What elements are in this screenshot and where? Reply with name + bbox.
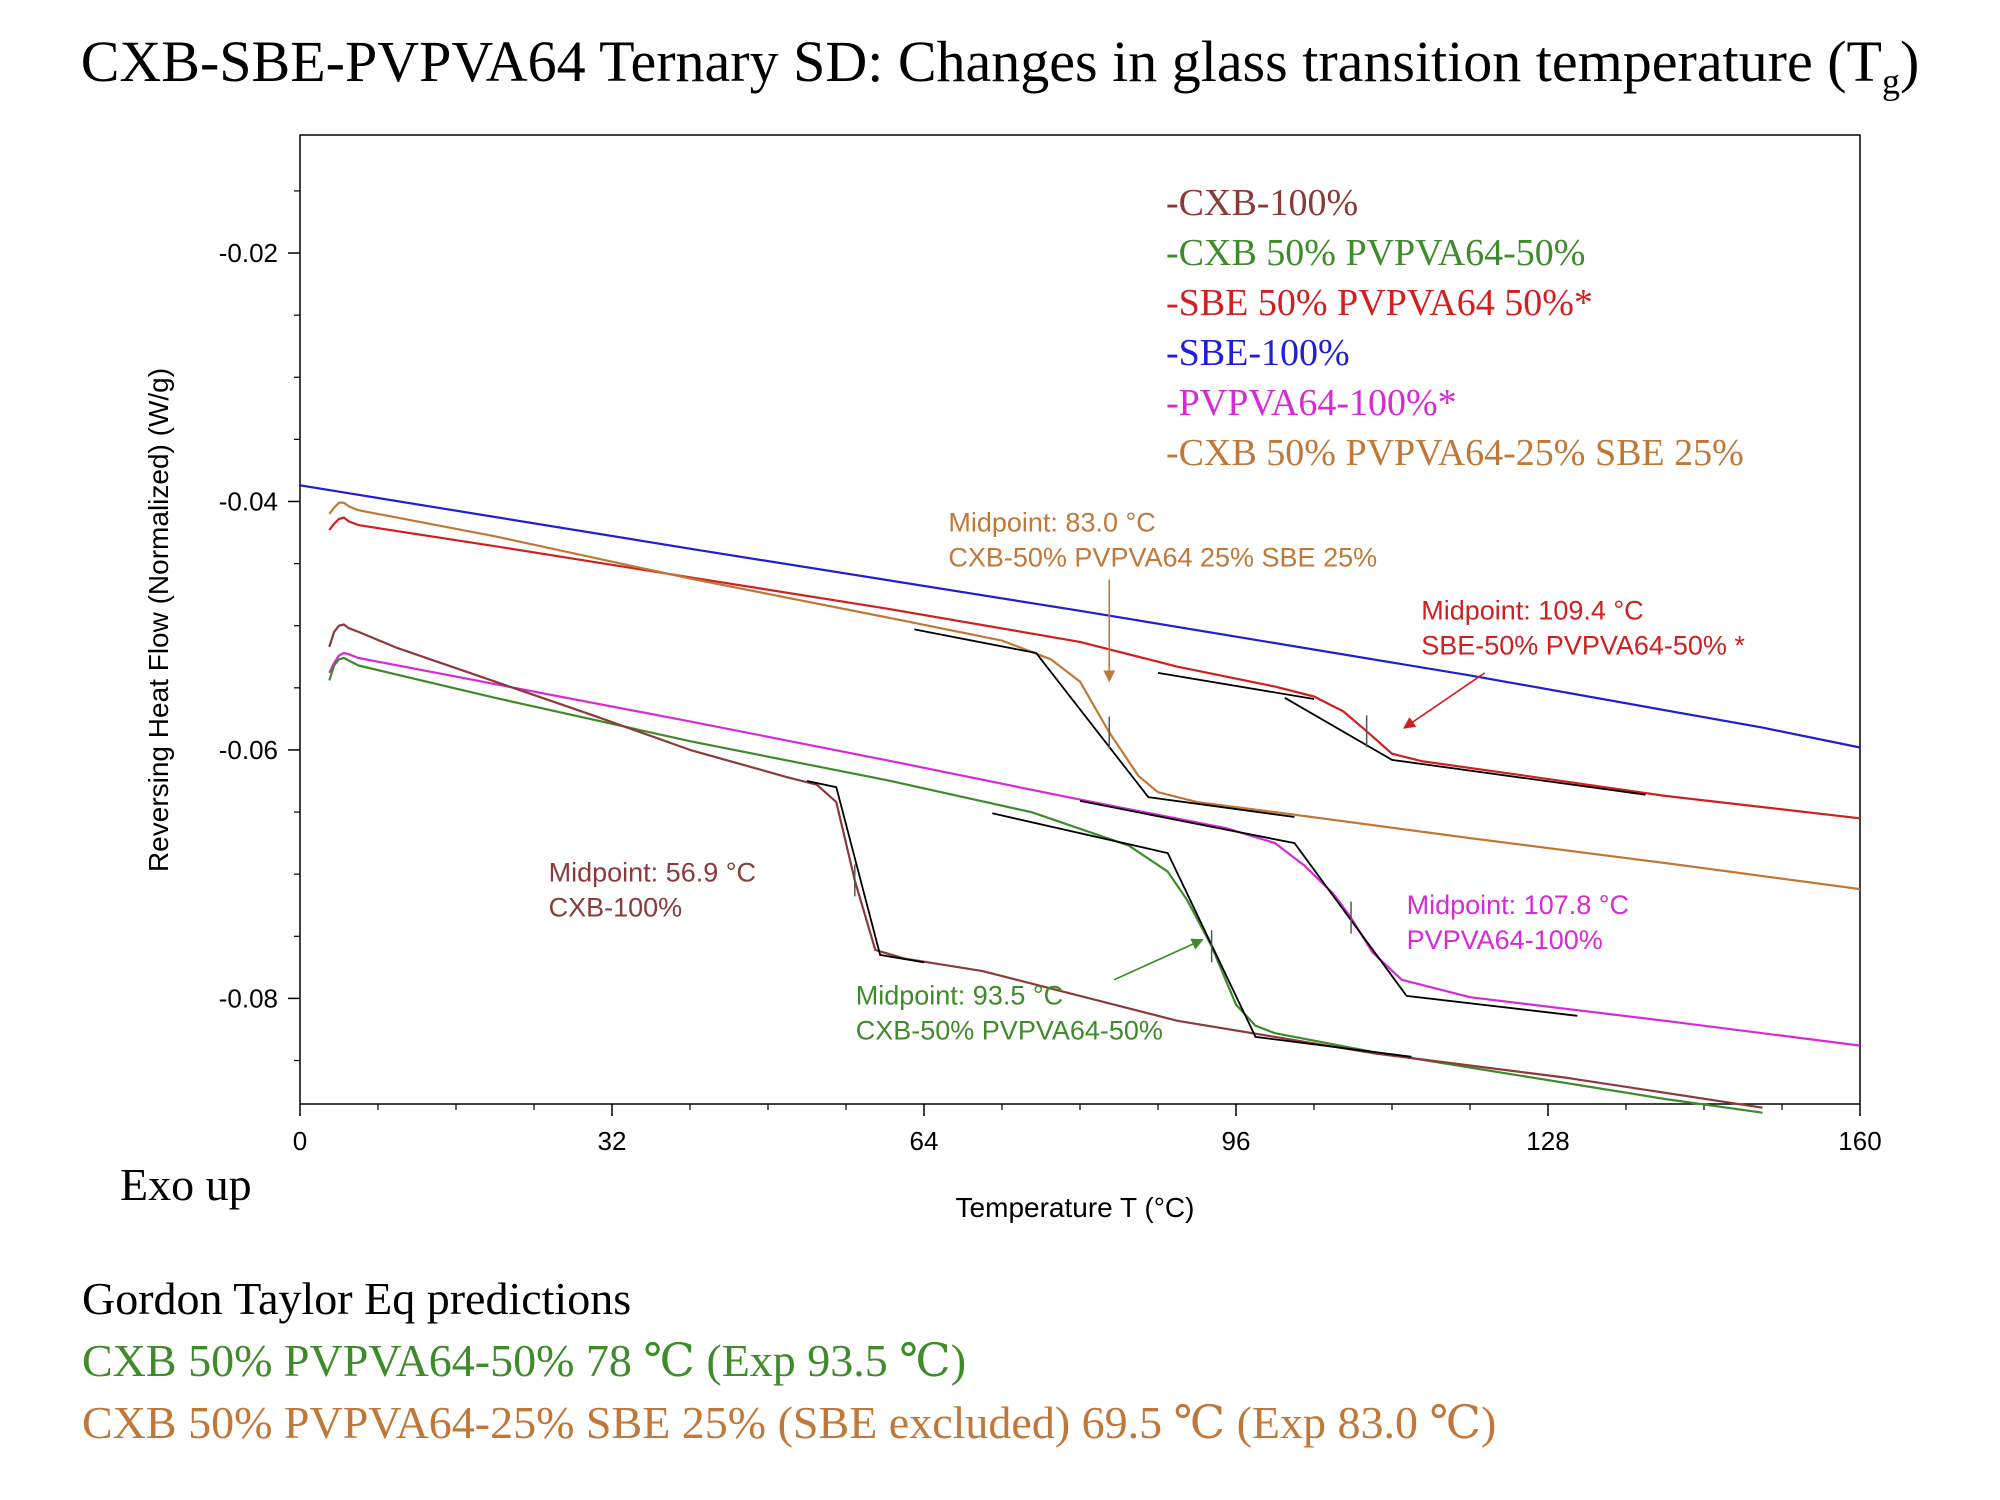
series-line-ternary bbox=[328, 501, 1861, 891]
y-axis-label: Reversing Heat Flow (Normalized) (W/g) bbox=[143, 368, 174, 872]
annotation-ann_pvpva100-line1: Midpoint: 107.8 °C bbox=[1407, 890, 1629, 920]
annotation-ann_pvpva100-line2: PVPVA64-100% bbox=[1407, 925, 1603, 955]
legend-entry: -CXB 50% PVPVA64-50% bbox=[1166, 232, 1585, 274]
annotation-ann_sbe_pvpva-line2: SBE-50% PVPVA64-50% * bbox=[1421, 631, 1745, 661]
gordon-taylor-notes: Gordon Taylor Eq predictions CXB 50% PVP… bbox=[82, 1268, 1496, 1454]
series-line-pvpva100 bbox=[328, 651, 1861, 1047]
legend-entry: -SBE-100% bbox=[1166, 332, 1350, 374]
legend-entry: -PVPVA64-100%* bbox=[1166, 382, 1457, 424]
series-line-sbe_pvpva bbox=[328, 516, 1861, 820]
series-line-cxb100 bbox=[328, 623, 1763, 1109]
annotation-ann_ternary-line2: CXB-50% PVPVA64 25% SBE 25% bbox=[948, 542, 1377, 572]
x-tick-label: 32 bbox=[598, 1126, 627, 1156]
x-tick-label: 160 bbox=[1838, 1126, 1881, 1156]
x-tick-label: 0 bbox=[293, 1126, 307, 1156]
annotation-ann_sbe_pvpva-line1: Midpoint: 109.4 °C bbox=[1421, 596, 1643, 626]
legend-entry: -CXB 50% PVPVA64-25% SBE 25% bbox=[1166, 432, 1744, 474]
annotation-ann_cxb100-line1: Midpoint: 56.9 °C bbox=[549, 858, 756, 888]
exo-up-note: Exo up bbox=[120, 1159, 252, 1210]
tangent-fit-ternary bbox=[914, 628, 1295, 818]
y-tick-label: -0.06 bbox=[219, 735, 278, 765]
tangent-fit-sbe_pvpva bbox=[1157, 672, 1315, 700]
x-axis-label: Temperature T (°C) bbox=[956, 1192, 1195, 1223]
annotation-ann_cxb100-line2: CXB-100% bbox=[549, 893, 683, 923]
y-tick-label: -0.08 bbox=[219, 983, 278, 1013]
y-tick-label: -0.02 bbox=[219, 238, 278, 268]
annotation-arrow-ann_sbe_pvpva bbox=[1403, 672, 1486, 729]
x-tick-label: 128 bbox=[1526, 1126, 1569, 1156]
y-tick-label: -0.04 bbox=[219, 486, 278, 516]
annotation-ann_cxb_pvpva-line2: CXB-50% PVPVA64-50% bbox=[856, 1016, 1163, 1046]
annotation-ann_ternary-line1: Midpoint: 83.0 °C bbox=[948, 507, 1155, 537]
legend-entry: -CXB-100% bbox=[1166, 182, 1358, 224]
page-title: CXB-SBE-PVPVA64 Ternary SD: Changes in g… bbox=[80, 29, 1920, 102]
annotation-arrow-ann_cxb_pvpva bbox=[1113, 938, 1204, 981]
annotation-ann_cxb_pvpva-line1: Midpoint: 93.5 °C bbox=[856, 981, 1063, 1011]
gordon-taylor-heading: Gordon Taylor Eq predictions bbox=[82, 1273, 632, 1324]
x-tick-label: 64 bbox=[910, 1126, 939, 1156]
tangent-fit-sbe_pvpva bbox=[1284, 697, 1646, 796]
gordon-taylor-line-cxb-pvpva: CXB 50% PVPVA64-50% 78 ℃ (Exp 93.5 ℃) bbox=[82, 1335, 967, 1386]
tangent-fit-cxb100 bbox=[806, 780, 925, 964]
legend-entry: -SBE 50% PVPVA64 50%* bbox=[1166, 282, 1593, 324]
x-tick-label: 96 bbox=[1222, 1126, 1251, 1156]
gordon-taylor-line-ternary: CXB 50% PVPVA64-25% SBE 25% (SBE exclude… bbox=[82, 1397, 1497, 1448]
series-line-sbe100 bbox=[299, 484, 1861, 749]
series-line-cxb_pvpva bbox=[328, 656, 1763, 1114]
